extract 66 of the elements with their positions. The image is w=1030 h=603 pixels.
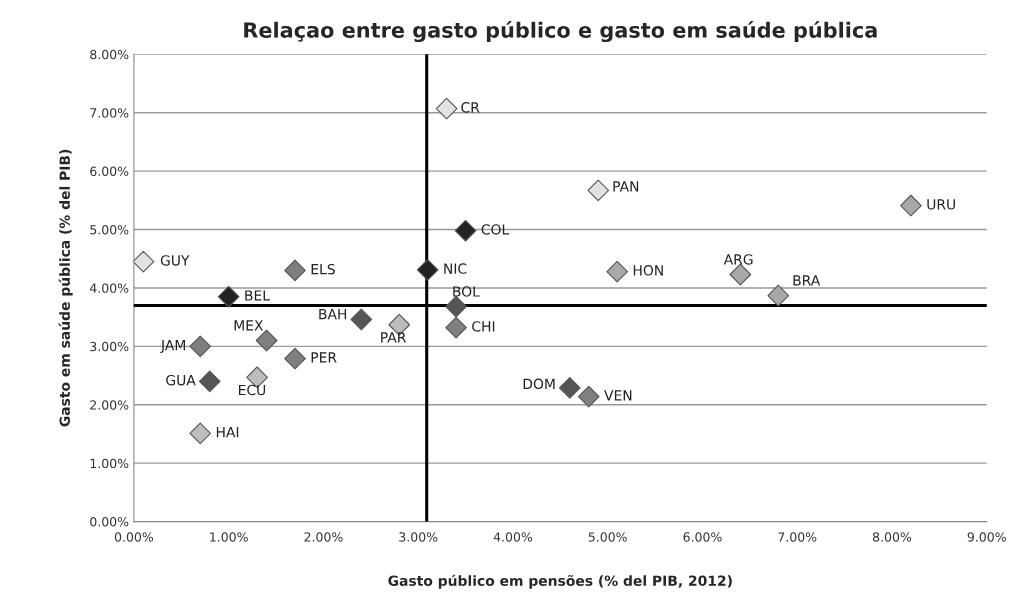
point (284, 259, 306, 282)
annotation: GUA (166, 374, 196, 386)
x-tick-label: 9.00% (967, 532, 1006, 542)
y-tick-label: 0.00% (90, 517, 129, 527)
point (133, 250, 155, 273)
point (217, 285, 240, 308)
annotation: PAN (613, 181, 639, 192)
annotation: BAH (319, 309, 347, 320)
y-tick-label: 8.00% (90, 49, 129, 60)
annotation: HON (633, 265, 663, 276)
y-tick-label: 5.00% (90, 224, 129, 235)
annotation: CR (461, 102, 480, 113)
x-tick-label: 3.00% (399, 532, 438, 542)
point (900, 194, 922, 217)
x-tick-label: 8.00% (872, 532, 912, 542)
x-axis-title: Gasto público em pensões (% del PIB, 2012) (388, 574, 732, 589)
y-tick-label: 3.00% (90, 341, 129, 352)
annotation: ELS (311, 263, 335, 275)
annotation: BOL (453, 286, 480, 297)
point (255, 329, 278, 352)
y-axis-title: Gasto em saúde pública (% del PIB) (58, 149, 73, 427)
point (198, 370, 221, 393)
x-tick-label: 2.00% (304, 532, 343, 542)
annotation: MEX (234, 320, 264, 331)
point (606, 260, 629, 283)
x-tick-label: 6.00% (683, 532, 722, 542)
y-tick-label: 4.00% (89, 283, 129, 293)
x-tick-label: 1.00% (210, 532, 248, 542)
y-tick-label: 1.00% (90, 458, 129, 469)
x-tick-label: 5.00% (588, 532, 627, 542)
point (350, 308, 373, 331)
annotation: VEN (604, 390, 632, 401)
annotation: URU (927, 199, 955, 210)
x-tick-label: 7.00% (778, 532, 817, 542)
point (416, 258, 439, 281)
annotation: DOM (523, 378, 555, 390)
point (454, 219, 477, 242)
x-tick-label: 4.00% (493, 532, 533, 542)
chart-title: Relaçao entre gasto público e gasto em saúde pública (244, 20, 877, 43)
annotation: PAR (381, 332, 407, 343)
y-tick-label: 7.00% (90, 108, 129, 118)
annotation: CHI (472, 321, 495, 332)
point (587, 179, 610, 202)
annotation: JAM (160, 340, 185, 353)
point (577, 385, 600, 408)
y-tick-label: 2.00% (90, 400, 129, 410)
point (558, 376, 581, 399)
point (767, 284, 790, 307)
annotation: HAI (216, 427, 239, 438)
annotation: BRA (793, 275, 821, 286)
x-tick-label: 0.00% (114, 532, 154, 542)
y-tick-label: 6.00% (90, 166, 129, 177)
annotation: PER (311, 352, 337, 363)
point (729, 263, 752, 286)
point (435, 97, 458, 120)
annotation: NIC (444, 263, 467, 274)
annotation: BEL (245, 290, 270, 301)
point (284, 347, 306, 370)
annotation: GUY (160, 255, 190, 266)
annotation: COL (481, 224, 510, 235)
point (445, 316, 467, 339)
point (189, 335, 212, 358)
point (445, 295, 467, 318)
annotation: ARG (723, 254, 753, 265)
point (189, 422, 212, 445)
annotation: ECU (239, 384, 266, 396)
